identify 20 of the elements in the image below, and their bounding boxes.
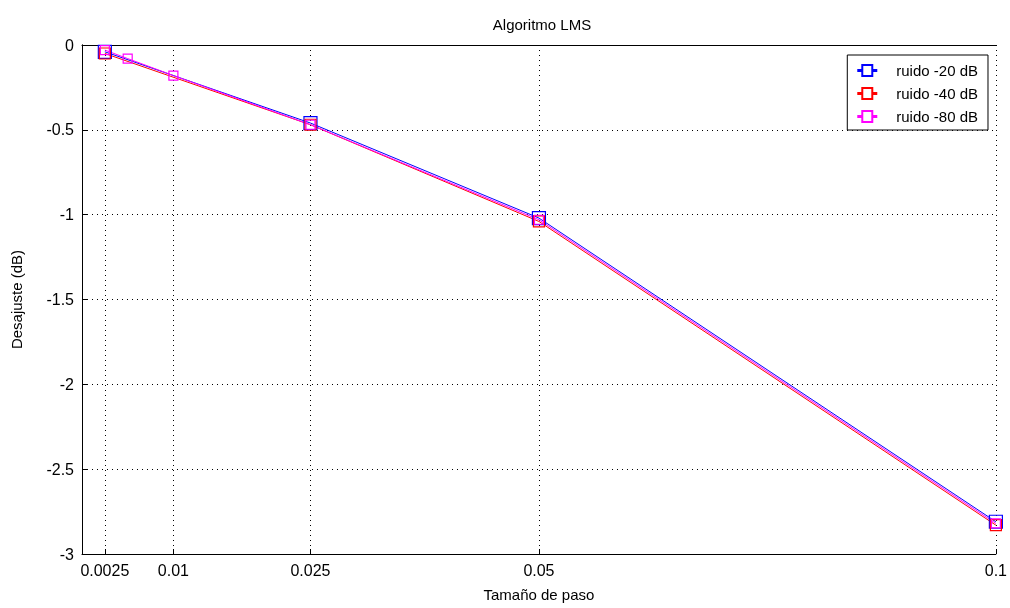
y-tick-label: 0 xyxy=(65,36,75,54)
y-tick-label: -0.5 xyxy=(46,121,75,139)
point xyxy=(122,53,133,64)
y-axis-title: Desajuste (dB) xyxy=(8,249,25,350)
chart-title: Algoritmo LMS xyxy=(492,16,592,33)
x-tick-label: 0.01 xyxy=(157,561,190,579)
x-axis-title: Tamaño de paso xyxy=(483,586,595,603)
y-tick-label: -1.5 xyxy=(46,291,75,308)
y-tick-label: -3 xyxy=(59,545,75,563)
x-tick-label: 0.025 xyxy=(290,561,331,579)
y-tick-label: -1 xyxy=(59,206,75,224)
y-tick-label: -2 xyxy=(59,375,75,393)
legend-label: ruido -40 dB xyxy=(896,85,978,102)
x-tick-label: 0.05 xyxy=(523,561,555,579)
x-tick-label: 0.1 xyxy=(984,561,1008,579)
legend-label: ruido -20 dB xyxy=(896,62,978,79)
x-tick-label: 0.0025 xyxy=(80,561,130,579)
point xyxy=(168,70,179,81)
legend-label: ruido -80 dB xyxy=(896,108,978,125)
y-tick-label: -2.5 xyxy=(46,460,75,478)
